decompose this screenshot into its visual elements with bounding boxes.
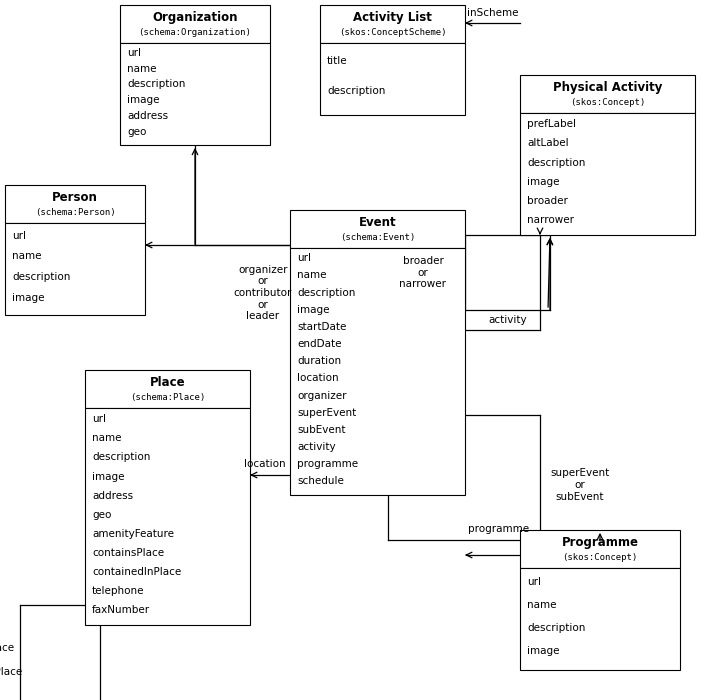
Text: (schema:Person): (schema:Person) [35,208,115,217]
Text: subEvent: subEvent [297,425,346,435]
Text: superEvent
or
subEvent: superEvent or subEvent [550,468,609,502]
Bar [5,223,145,315]
Text: containsPlace: containsPlace [92,547,164,558]
Text: activity: activity [489,315,527,325]
Text: Organization: Organization [152,10,238,24]
Text: image: image [12,293,45,303]
Text: url: url [297,253,311,263]
Text: inScheme: inScheme [467,8,518,18]
Text: name: name [527,600,556,610]
Text: description: description [527,623,585,634]
Text: prefLabel: prefLabel [527,120,576,130]
Text: Programme: Programme [561,536,638,549]
Bar [520,568,680,670]
Bar [290,248,465,495]
Bar [85,408,250,625]
Bar [85,370,250,408]
Text: Activity List: Activity List [353,10,432,24]
Text: programme: programme [297,459,358,469]
Text: altLabel: altLabel [527,139,568,148]
Text: Physical Activity: Physical Activity [553,80,662,94]
Bar [290,210,465,248]
Text: geo: geo [127,127,146,137]
Text: image: image [527,647,559,657]
Text: activity: activity [297,442,336,452]
Text: telephone: telephone [92,586,144,596]
Text: superEvent: superEvent [297,407,356,418]
Text: location: location [297,373,339,384]
Bar [120,5,270,43]
Text: description: description [527,158,585,167]
Text: (skos:Concept): (skos:Concept) [562,553,638,562]
Text: (schema:Place): (schema:Place) [130,393,205,402]
Text: image: image [127,95,160,106]
Text: broader: broader [527,196,568,206]
Text: description: description [127,79,185,90]
Text: title: title [327,56,348,66]
Text: (schema:Organization): (schema:Organization) [139,28,252,37]
Text: name: name [297,270,327,281]
Text: (skos:ConceptScheme): (skos:ConceptScheme) [339,28,446,37]
Bar [520,75,695,113]
Text: url: url [92,414,106,424]
Bar [120,43,270,145]
Text: name: name [92,433,122,444]
Bar [520,113,695,235]
Bar [320,43,465,115]
Text: location: location [244,459,286,469]
Text: programme: programme [468,524,530,534]
Text: amenityFeature: amenityFeature [92,528,174,538]
Bar [320,5,465,43]
Text: endDate: endDate [297,339,341,349]
Text: organizer
or
contributor
or
leader: organizer or contributor or leader [234,265,292,321]
Bar [520,530,680,568]
Text: duration: duration [297,356,341,366]
Text: description: description [327,86,385,96]
Bar [5,185,145,223]
Text: containsPlace
or
containedInPlace: containsPlace or containedInPlace [0,643,23,677]
Text: description: description [297,288,356,298]
Text: (schema:Event): (schema:Event) [340,233,415,242]
Text: image: image [297,304,329,315]
Text: containedInPlace: containedInPlace [92,567,181,577]
Text: url: url [12,230,26,241]
Text: startDate: startDate [297,322,346,332]
Text: Place: Place [150,376,185,389]
Text: organizer: organizer [297,391,346,400]
Text: broader
or
narrower: broader or narrower [399,256,447,289]
Text: geo: geo [92,510,112,519]
Text: description: description [92,452,151,463]
Text: address: address [92,491,133,500]
Text: description: description [12,272,71,282]
Text: image: image [527,176,559,187]
Text: Person: Person [52,190,98,204]
Text: (skos:Concept): (skos:Concept) [570,98,645,107]
Text: name: name [12,251,42,262]
Text: Event: Event [358,216,397,229]
Text: schedule: schedule [297,476,344,486]
Text: name: name [127,64,156,74]
Text: narrower: narrower [527,215,574,225]
Text: image: image [92,472,124,482]
Text: url: url [527,577,541,587]
Text: url: url [127,48,141,57]
Text: faxNumber: faxNumber [92,605,150,615]
Text: address: address [127,111,168,121]
